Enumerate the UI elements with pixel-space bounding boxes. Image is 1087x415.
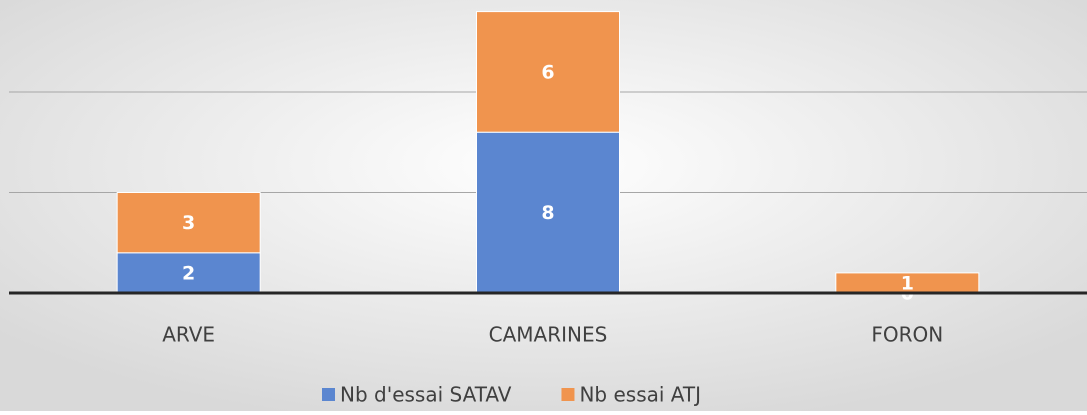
x-tick-label: ARVE (162, 323, 215, 347)
legend-swatch (322, 388, 335, 401)
data-label: 1 (901, 272, 914, 294)
x-tick-label: FORON (871, 323, 943, 347)
data-label: 6 (541, 61, 554, 83)
bar-segment (116, 192, 261, 254)
x-tick-label: CAMARINES (489, 323, 608, 347)
data-label: 3 (182, 212, 195, 234)
data-label: 8 (541, 202, 554, 224)
legend-label: Nb essai ATJ (579, 383, 701, 407)
bar-segment (116, 252, 261, 294)
legend-label: Nb d'essai SATAV (340, 383, 512, 407)
bar-segment (476, 11, 620, 133)
legend-swatch (561, 388, 575, 401)
data-label: 2 (182, 262, 195, 284)
